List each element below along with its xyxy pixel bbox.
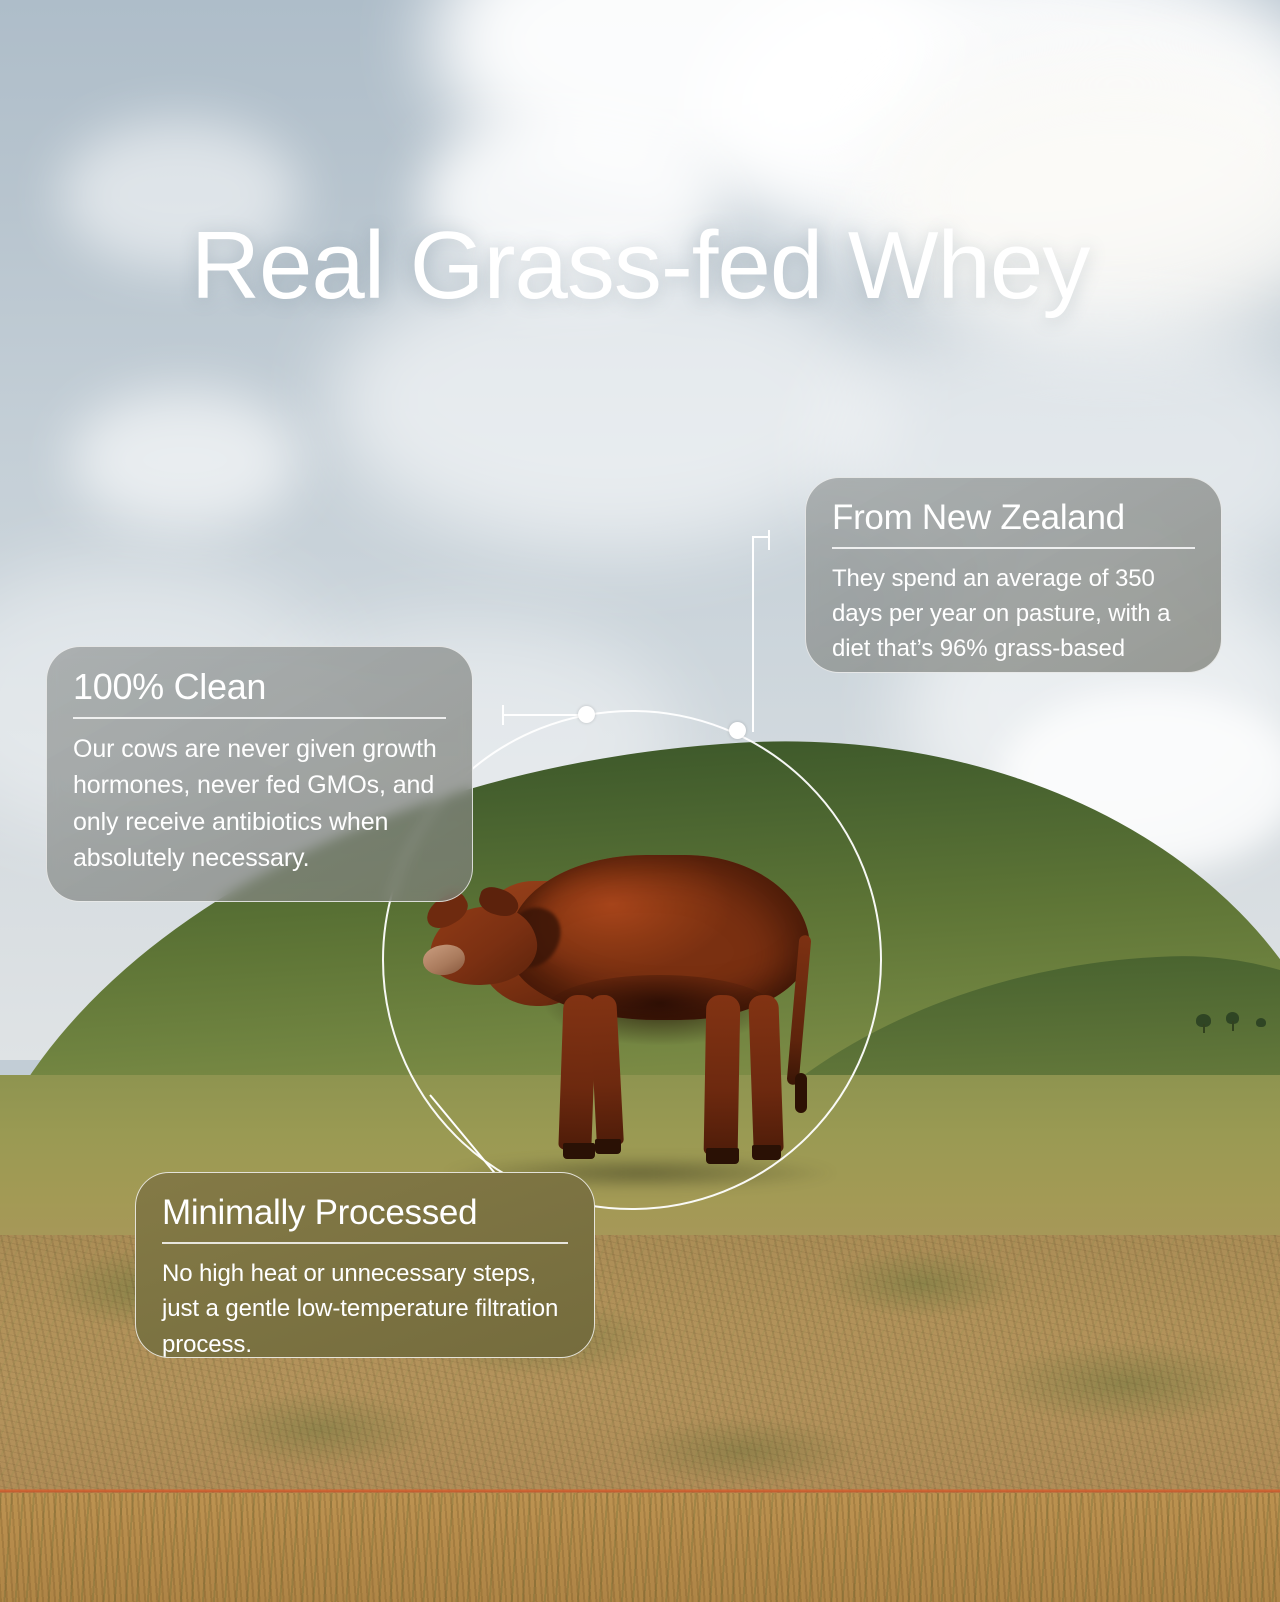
connector-tick-new-zealand: [768, 530, 770, 550]
info-card-body: Our cows are never given growth hormones…: [73, 734, 437, 873]
tree-icon: [1256, 1018, 1266, 1027]
tree-icon: [1226, 1012, 1239, 1024]
info-card-title: Minimally Processed: [162, 1193, 478, 1232]
info-card-title: 100% Clean: [73, 666, 267, 707]
connector-line-clean: [503, 714, 593, 716]
cloud-shape: [330, 250, 890, 550]
page-title: Real Grass-fed Whey: [190, 212, 1091, 319]
info-card-body: No high heat or unnecessary steps, just …: [162, 1259, 559, 1358]
info-card-divider: [832, 547, 1195, 549]
dry-grass-band: [0, 1493, 1280, 1602]
cloud-shape: [70, 390, 300, 530]
info-card-from-new-zealand[interactable]: From New Zealand They spend an average o…: [805, 477, 1222, 673]
tree-icon: [1232, 1021, 1234, 1031]
info-card-minimally-processed[interactable]: Minimally Processed No high heat or unne…: [135, 1172, 595, 1358]
cow-highlight-circle: [382, 710, 882, 1210]
connector-dot-clean: [578, 706, 595, 723]
info-card-body: They spend an average of 350 days per ye…: [832, 564, 1171, 663]
tree-icon: [1203, 1024, 1205, 1033]
info-card-100-percent-clean[interactable]: 100% Clean Our cows are never given grow…: [46, 646, 473, 902]
cloud-shape: [60, 120, 300, 270]
info-card-divider: [73, 717, 446, 719]
connector-line-new-zealand: [752, 536, 770, 538]
connector-line-new-zealand: [752, 537, 754, 732]
connector-dot-new-zealand: [729, 722, 746, 739]
orange-accent-line: [0, 1489, 1280, 1493]
cloud-shape: [880, 60, 1280, 340]
info-card-divider: [162, 1242, 568, 1244]
connector-tick-clean: [502, 705, 504, 725]
info-card-title: From New Zealand: [832, 498, 1125, 537]
connector-line-minimally-processed: [429, 1094, 499, 1178]
tree-icon: [1196, 1014, 1211, 1027]
